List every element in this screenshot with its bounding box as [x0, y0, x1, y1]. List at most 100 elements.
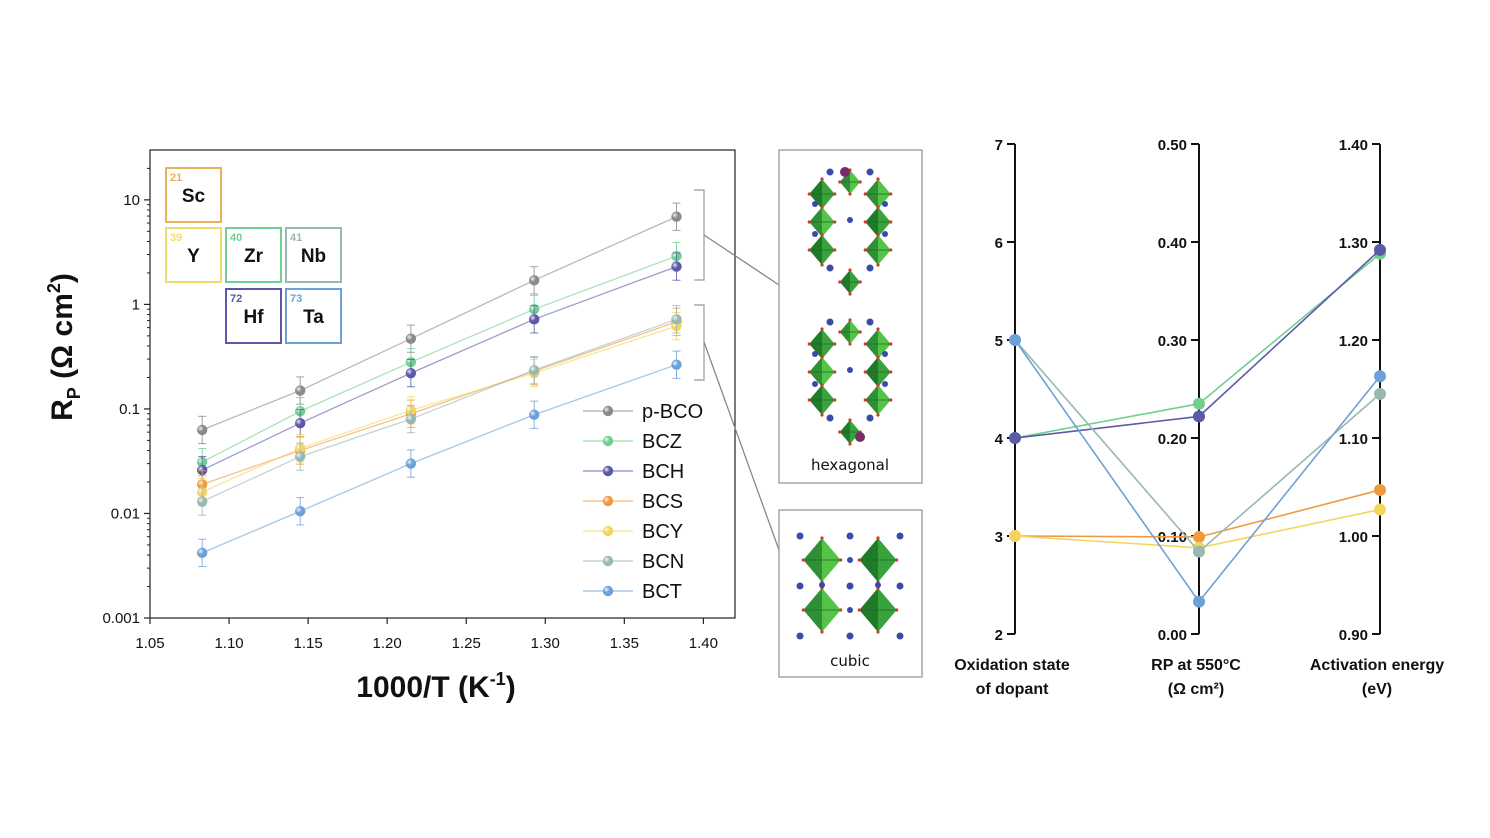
parallel-line-BCT	[1014, 339, 1381, 603]
barium-atom	[846, 632, 854, 640]
connector-cubic	[703, 341, 780, 551]
element-symbol: Hf	[243, 307, 264, 328]
parallel-axis-tick-label: 1.00	[1339, 529, 1368, 546]
element-card-border	[285, 288, 342, 344]
oxygen-atom	[876, 413, 880, 417]
element-card-border	[165, 227, 222, 283]
oxygen-atom	[833, 370, 837, 374]
data-point-shine	[295, 385, 306, 396]
legend-marker-shine	[602, 585, 614, 597]
oxygen-atom	[895, 558, 899, 562]
parallel-axis-tick-label: 0.40	[1158, 235, 1187, 252]
barium-atom	[896, 532, 904, 540]
legend-label-BCT: BCT	[642, 581, 682, 603]
oxygen-atom	[820, 536, 824, 540]
barium-atom	[875, 582, 881, 588]
oxygen-atom	[848, 268, 852, 272]
legend-label-BCY: BCY	[642, 521, 683, 543]
series-line-BCT	[201, 364, 677, 554]
oxygen-atom	[889, 370, 893, 374]
barium-atom	[846, 532, 854, 540]
barium-atom	[826, 414, 834, 422]
data-point-shine	[529, 364, 540, 376]
data-point-shine	[196, 547, 208, 559]
oxygen-atom	[848, 442, 852, 446]
data-point-shine	[529, 409, 540, 420]
bracket-hexagonal	[694, 189, 705, 281]
parallel-axis-tick-label: 4	[995, 431, 1004, 448]
y-tick-label: 0.1	[119, 401, 140, 418]
legend-marker-shine	[602, 405, 614, 417]
oxygen-atom	[876, 263, 880, 267]
atomic-number: 39	[170, 232, 182, 244]
oxygen-atom	[820, 355, 824, 359]
barium-atom	[847, 557, 853, 563]
barium-atom	[866, 318, 874, 326]
oxygen-atom	[838, 280, 842, 284]
oxygen-atom	[820, 630, 824, 634]
oxygen-atom	[889, 192, 893, 196]
barium-atom	[796, 582, 804, 590]
legend-marker-shine	[602, 435, 614, 447]
legend-label-p-BCO: p-BCO	[642, 401, 703, 423]
parallel-point-BCH	[1193, 410, 1205, 423]
oxygen-atom	[807, 192, 811, 196]
data-point-shine	[529, 275, 540, 286]
parallel-axis-tick-label: 0.30	[1158, 333, 1187, 350]
atomic-number: 73	[290, 293, 302, 305]
oxygen-atom	[833, 398, 837, 402]
oxygen-atom	[820, 177, 824, 181]
oxygen-atom	[889, 220, 893, 224]
atomic-number: 21	[170, 172, 182, 184]
barium-atom	[866, 168, 874, 176]
oxygen-atom	[807, 220, 811, 224]
parallel-axis-tick-label: 1.20	[1339, 333, 1368, 350]
oxygen-atom	[807, 398, 811, 402]
oxygen-atom	[820, 263, 824, 267]
oxygen-atom	[858, 330, 862, 334]
data-point-shine	[405, 367, 417, 379]
parallel-axis-tick-label: 1.10	[1339, 431, 1368, 448]
oxygen-atom	[807, 342, 811, 346]
x-tick-label: 1.05	[135, 635, 164, 652]
x-tick-label: 1.15	[294, 635, 323, 652]
atomic-number: 41	[290, 232, 302, 244]
parallel-point-BCZ	[1193, 397, 1205, 410]
data-point-shine	[671, 314, 682, 325]
parallel-axis-label: RP at 550°C	[1151, 657, 1241, 674]
oxygen-atom	[863, 370, 867, 374]
oxygen-atom	[876, 205, 880, 209]
data-point-shine	[405, 333, 417, 344]
barium-atom	[896, 632, 904, 640]
oxygen-atom	[895, 608, 899, 612]
oxygen-atom	[858, 180, 862, 184]
barium-atom	[846, 582, 854, 590]
data-point-shine	[196, 464, 208, 476]
element-symbol: Y	[187, 246, 200, 267]
structure-panels: hexagonal cubic	[778, 149, 923, 678]
oxygen-atom	[838, 180, 842, 184]
left-chart: 1.05 1.10 1.15 1.20 1.25 1.30 1.35 1.40 0.001 0.0…	[44, 149, 780, 704]
parallel-axis-tick-label: 5	[995, 333, 1003, 350]
oxygen-atom	[820, 205, 824, 209]
legend-label-BCH: BCH	[642, 461, 684, 483]
atomic-number: 40	[230, 232, 242, 244]
parallel-axis-tick-label: 3	[995, 529, 1003, 546]
connector-hexagonal	[703, 234, 780, 286]
barium-atom	[847, 607, 853, 613]
data-point-shine	[529, 314, 540, 325]
y-tick-label: 10	[123, 192, 140, 209]
parallel-axis-tick-label: 6	[995, 235, 1003, 252]
oxygen-atom	[801, 558, 805, 562]
parallel-line-BCS	[1014, 489, 1381, 538]
cubic-structure-image	[796, 532, 904, 640]
barium-atom	[812, 201, 818, 207]
barium-atom	[812, 351, 818, 357]
data-point-shine	[671, 359, 682, 370]
x-tick-label: 1.25	[452, 635, 481, 652]
